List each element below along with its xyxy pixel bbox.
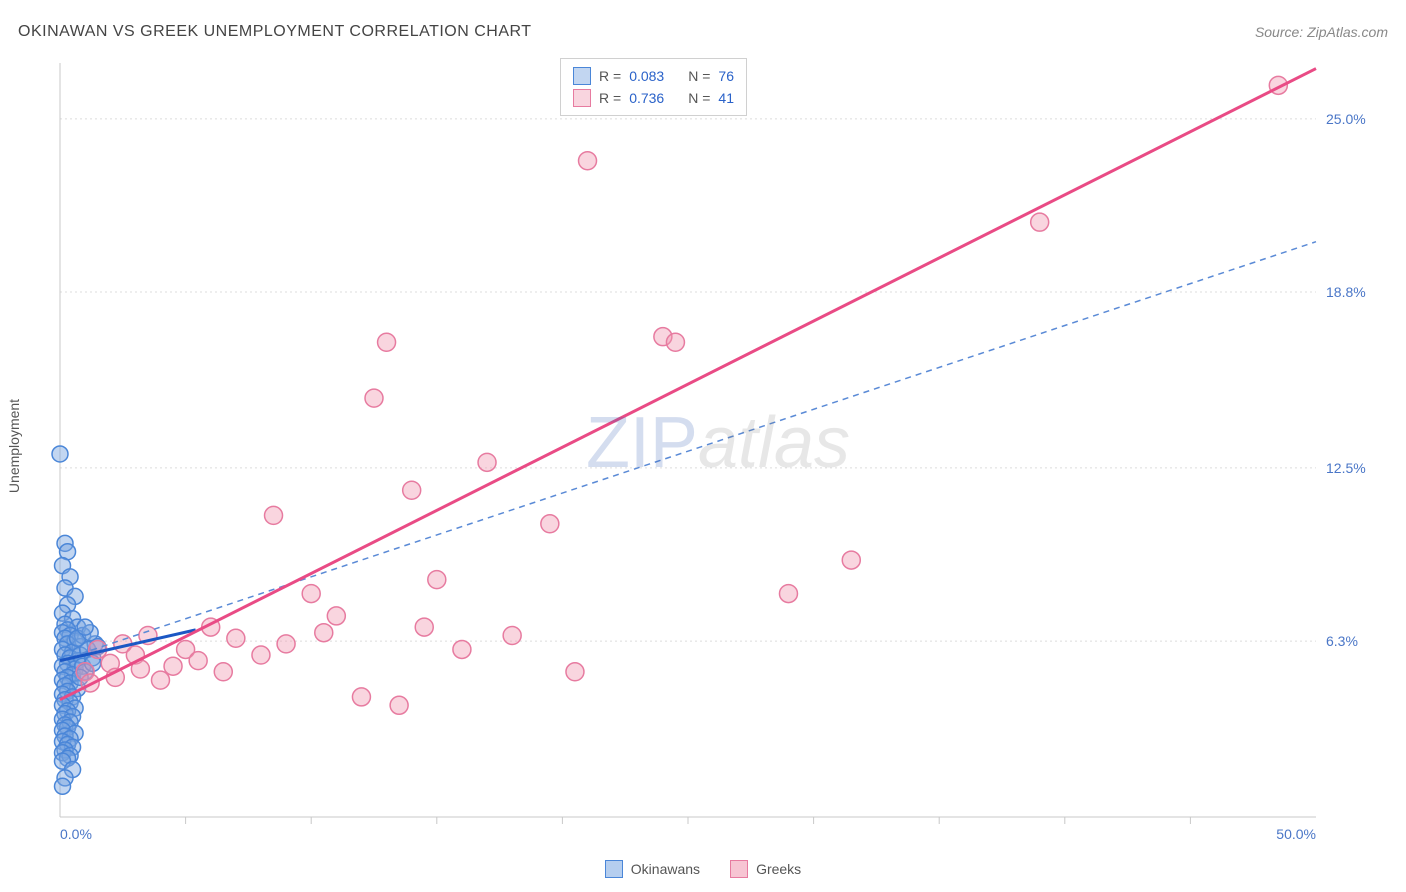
n-value-greeks: 41: [718, 90, 734, 106]
r-label: R =: [599, 68, 621, 84]
r-value-okinawans: 0.083: [629, 68, 664, 84]
legend-item-okinawans: Okinawans: [605, 860, 700, 878]
chart-title: OKINAWAN VS GREEK UNEMPLOYMENT CORRELATI…: [18, 23, 532, 41]
y-axis-label: Unemployment: [6, 399, 22, 493]
swatch-greeks: [730, 860, 748, 878]
source-label: Source: ZipAtlas.com: [1255, 24, 1388, 40]
n-label: N =: [688, 68, 710, 84]
legend-label-okinawans: Okinawans: [631, 861, 700, 877]
svg-text:50.0%: 50.0%: [1276, 826, 1316, 842]
swatch-greeks: [573, 89, 591, 107]
swatch-okinawans: [605, 860, 623, 878]
legend-item-greeks: Greeks: [730, 860, 801, 878]
bottom-legend: Okinawans Greeks: [0, 860, 1406, 878]
svg-text:6.3%: 6.3%: [1326, 633, 1358, 649]
swatch-okinawans: [573, 67, 591, 85]
scatter-chart: 6.3% 12.5% 18.8% 25.0% 0.0% 50.0%: [50, 55, 1386, 847]
svg-text:12.5%: 12.5%: [1326, 460, 1366, 476]
svg-text:25.0%: 25.0%: [1326, 111, 1366, 127]
stats-row-okinawans: R = 0.083 N = 76: [573, 65, 734, 87]
title-bar: OKINAWAN VS GREEK UNEMPLOYMENT CORRELATI…: [18, 18, 1388, 46]
n-label: N =: [688, 90, 710, 106]
stats-row-greeks: R = 0.736 N = 41: [573, 87, 734, 109]
n-value-okinawans: 76: [718, 68, 734, 84]
plot-area: 6.3%12.5%18.8%25.0%0.0%50.0% ZIPatlas: [50, 55, 1386, 847]
svg-text:18.8%: 18.8%: [1326, 284, 1366, 300]
r-value-greeks: 0.736: [629, 90, 664, 106]
legend-label-greeks: Greeks: [756, 861, 801, 877]
r-label: R =: [599, 90, 621, 106]
stats-legend: R = 0.083 N = 76 R = 0.736 N = 41: [560, 58, 747, 116]
svg-text:0.0%: 0.0%: [60, 826, 92, 842]
